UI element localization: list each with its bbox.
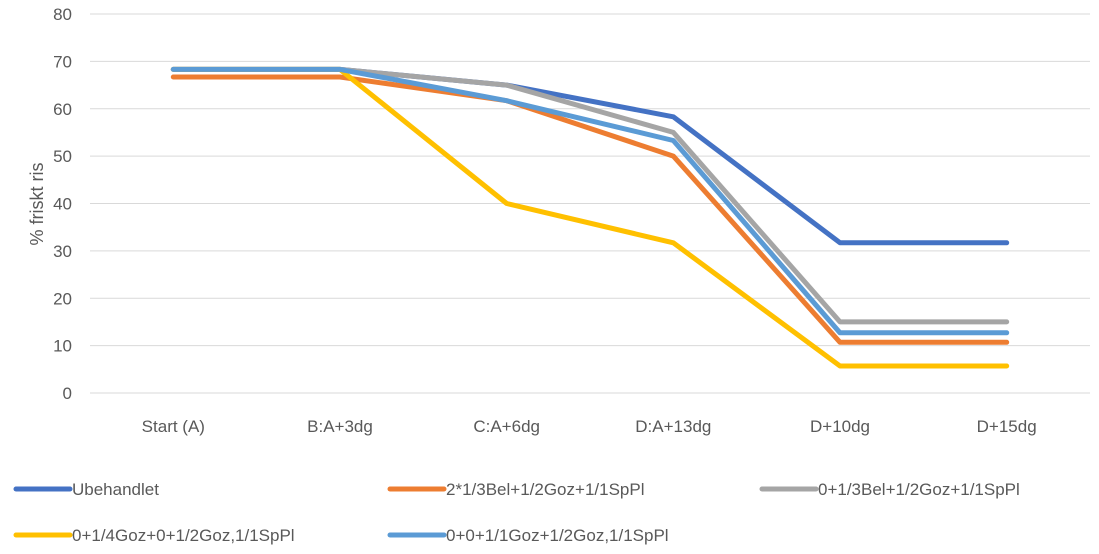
x-tick-label: B:A+3dg xyxy=(307,417,373,436)
series-line xyxy=(173,69,1006,322)
x-tick-label: D+15dg xyxy=(977,417,1037,436)
legend-label: 0+1/3Bel+1/2Goz+1/1SpPl xyxy=(818,480,1020,499)
legend: Ubehandlet 2*1/3Bel+1/2Goz+1/1SpPl 0+1/3Be… xyxy=(16,480,1020,545)
y-axis-label: % friskt ris xyxy=(27,163,47,246)
y-tick-label: 0 xyxy=(63,384,72,403)
x-tick-label: Start (A) xyxy=(142,417,205,436)
x-tick-label: C:A+6dg xyxy=(473,417,540,436)
y-tick-label: 40 xyxy=(53,195,72,214)
y-tick-label: 70 xyxy=(53,52,72,71)
series-line xyxy=(173,77,1006,342)
series-3 xyxy=(173,69,1007,322)
y-tick-label: 10 xyxy=(53,337,72,356)
legend-item: 0+1/3Bel+1/2Goz+1/1SpPl xyxy=(762,480,1020,499)
y-tick-label: 80 xyxy=(53,5,72,24)
legend-label: 0+1/4Goz+0+1/2Goz,1/1SpPl xyxy=(72,526,295,545)
x-tick-label: D:A+13dg xyxy=(635,417,711,436)
legend-item: 0+1/4Goz+0+1/2Goz,1/1SpPl xyxy=(16,526,295,545)
y-tick-label: 20 xyxy=(53,289,72,308)
legend-label: 2*1/3Bel+1/2Goz+1/1SpPl xyxy=(446,480,644,499)
y-tick-label: 30 xyxy=(53,242,72,261)
x-axis-tick-labels: Start (A) B:A+3dg C:A+6dg D:A+13dg D+10dg D+1… xyxy=(142,417,1037,436)
y-tick-label: 60 xyxy=(53,100,72,119)
y-axis-tick-labels: 0 10 20 30 40 50 60 70 80 xyxy=(53,5,72,403)
series-lines xyxy=(173,69,1007,366)
x-tick-label: D+10dg xyxy=(810,417,870,436)
series-2 xyxy=(173,77,1007,343)
legend-item: 0+0+1/1Goz+1/2Goz,1/1SpPl xyxy=(390,526,669,545)
legend-label: Ubehandlet xyxy=(72,480,159,499)
legend-item: Ubehandlet xyxy=(16,480,159,499)
legend-item: 2*1/3Bel+1/2Goz+1/1SpPl xyxy=(390,480,644,499)
y-tick-label: 50 xyxy=(53,147,72,166)
legend-label: 0+0+1/1Goz+1/2Goz,1/1SpPl xyxy=(446,526,669,545)
